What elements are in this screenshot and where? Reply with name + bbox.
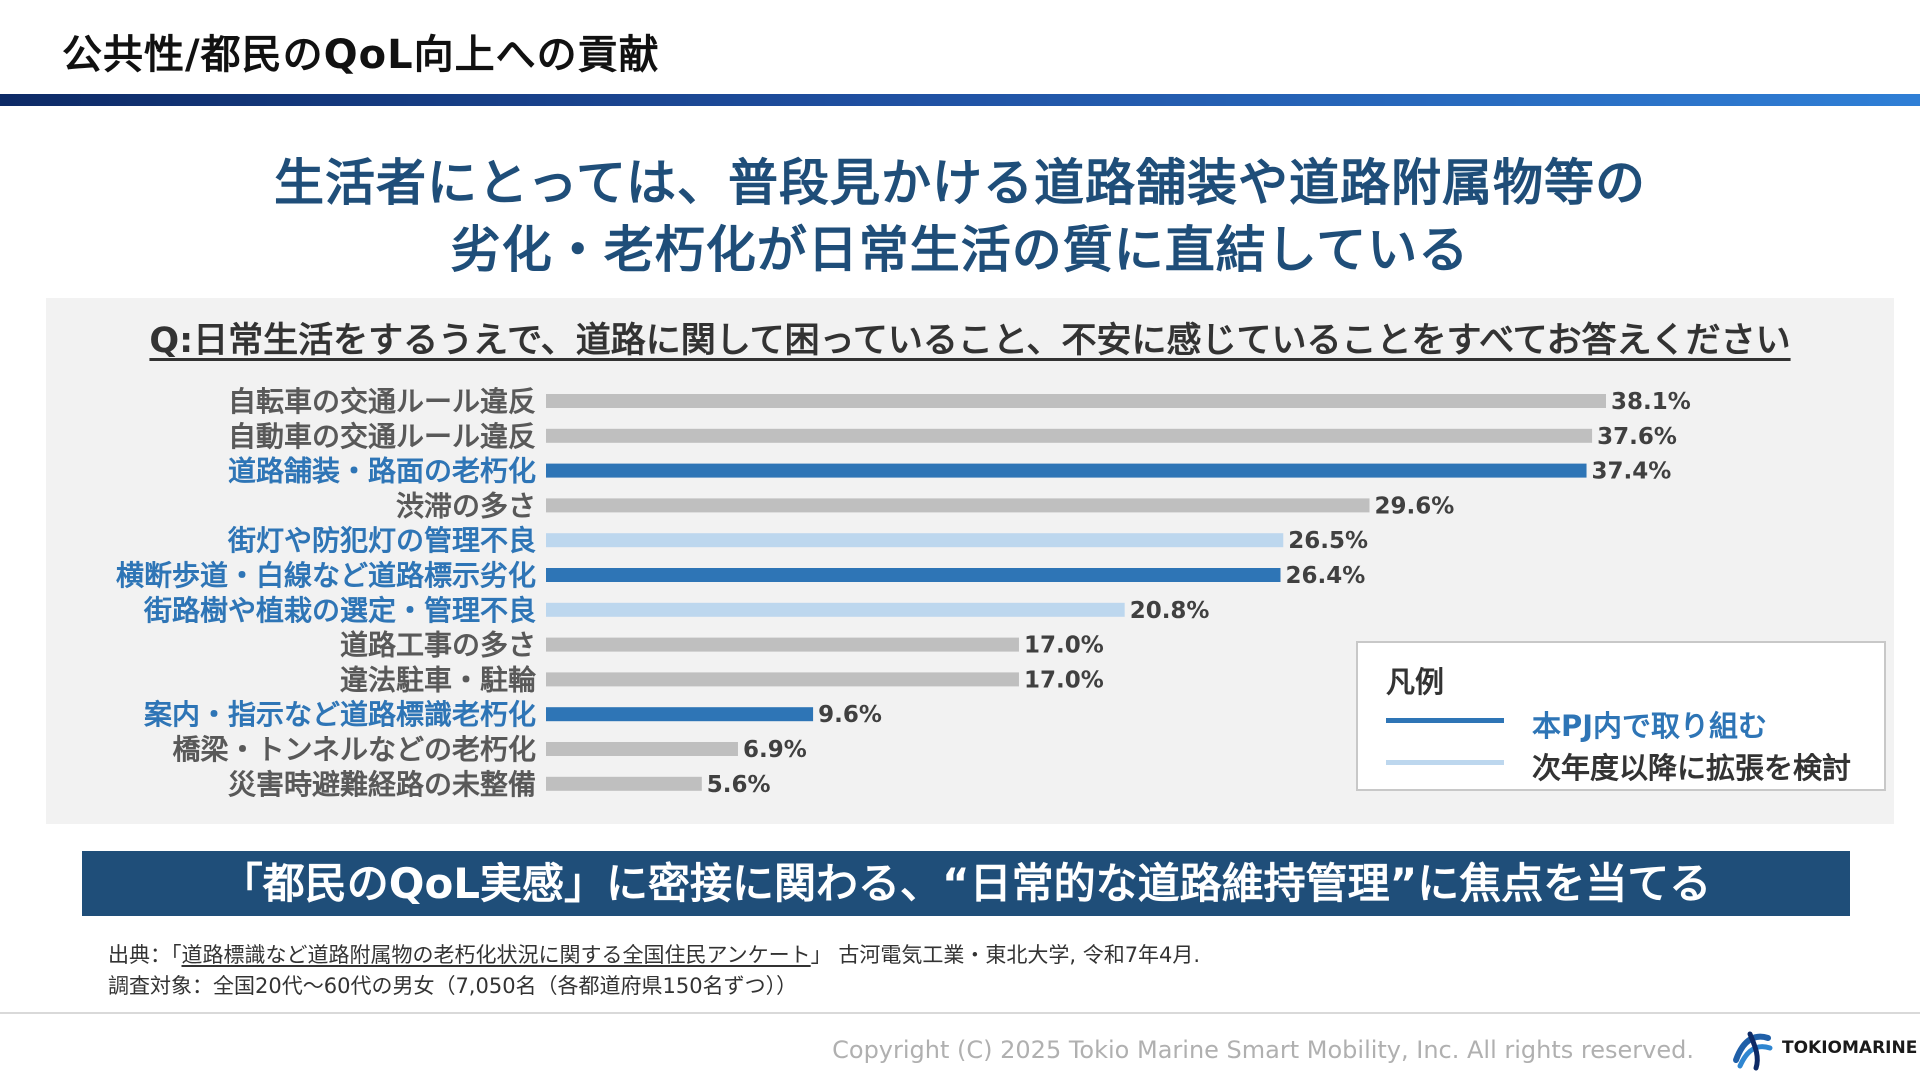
category-label: 渋滞の多さ	[396, 489, 536, 522]
value-label: 29.6%	[1375, 493, 1455, 519]
bar	[546, 568, 1281, 582]
source-title: 道路標識など道路附属物の老朽化状況に関する全国住民アンケート	[181, 943, 811, 967]
legend-swatch-next	[1386, 760, 1504, 765]
legend-swatch-current	[1386, 718, 1504, 723]
legend-label-current: 本PJ内で取り組む	[1532, 709, 1768, 743]
value-label: 5.6%	[707, 772, 771, 798]
value-label: 38.1%	[1611, 389, 1691, 415]
bar	[546, 742, 738, 756]
category-label: 街灯や防犯灯の管理不良	[227, 524, 536, 557]
source-prefix: 出典：「	[108, 943, 182, 967]
bar	[546, 428, 1593, 443]
headline-line-1: 生活者にとっては、普段見かける道路舗装や道路附属物等の	[274, 154, 1646, 212]
category-label: 横断歩道・白線など道路標示劣化	[116, 559, 536, 592]
value-label: 26.4%	[1285, 563, 1365, 589]
survey-target: 調査対象：全国20代～60代の男女（7,050名（各都道府県150名ずつ））	[108, 974, 798, 998]
category-label: 違法駐車・駐輪	[340, 663, 537, 696]
title-divider	[0, 94, 1920, 106]
value-label: 37.4%	[1592, 459, 1672, 485]
value-label: 17.0%	[1024, 667, 1104, 693]
value-label: 20.8%	[1130, 598, 1210, 624]
category-label: 自動車の交通ルール違反	[228, 420, 536, 453]
category-label: 案内・指示など道路標識老朽化	[144, 698, 536, 731]
bar	[546, 602, 1125, 617]
bar	[546, 463, 1587, 478]
legend-label-next: 次年度以降に拡張を検討	[1532, 751, 1852, 785]
copyright-text: Copyright (C) 2025 Tokio Marine Smart Mo…	[832, 1036, 1694, 1064]
page-title: 公共性/都民のQoL向上への貢献	[62, 32, 660, 78]
category-label: 道路舗装・路面の老朽化	[228, 455, 536, 488]
source-citation: 出典：「道路標識など道路附属物の老朽化状況に関する全国住民アンケート」 古河電気…	[108, 939, 1200, 969]
category-label: 街路樹や植栽の選定・管理不良	[143, 594, 536, 627]
category-label: 自転車の交通ルール違反	[228, 385, 536, 418]
logo-text: TOKIOMARINE	[1782, 1038, 1918, 1058]
company-logo: TOKIOMARINE	[1730, 1026, 1918, 1072]
headline-line-2: 劣化・老朽化が日常生活の質に直結している	[450, 221, 1470, 279]
bar	[546, 707, 814, 722]
conclusion-banner: 「都民のQoL実感」に密接に関わる、“日常的な道路維持管理”に焦点を当てる	[82, 851, 1850, 916]
legend-item-next: 次年度以降に拡張を検討	[1386, 745, 1866, 785]
bar	[546, 637, 1019, 652]
tokio-marine-logo-icon	[1733, 1031, 1773, 1071]
chart-panel: Q:日常生活をするうえで、道路に関して困っていること、不安に感じていることをすべ…	[46, 298, 1894, 824]
chart-title: Q:日常生活をするうえで、道路に関して困っていること、不安に感じていることをすべ…	[149, 321, 1791, 361]
bar	[546, 394, 1606, 408]
bar	[546, 498, 1370, 513]
chart-legend: 凡例 本PJ内で取り組む 次年度以降に拡張を検討	[1356, 641, 1886, 791]
legend-title: 凡例	[1386, 665, 1445, 699]
value-label: 6.9%	[743, 737, 807, 763]
value-label: 17.0%	[1024, 633, 1104, 659]
source-suffix: 」 古河電気工業・東北大学, 令和7年4月.	[810, 943, 1201, 967]
category-label: 災害時避難経路の未整備	[228, 768, 536, 801]
bar	[546, 776, 702, 791]
bar	[546, 533, 1284, 548]
category-label: 橋梁・トンネルなどの老朽化	[173, 733, 536, 766]
value-label: 37.6%	[1597, 424, 1677, 450]
legend-item-current: 本PJ内で取り組む	[1386, 703, 1866, 743]
value-label: 26.5%	[1288, 528, 1368, 554]
bar	[546, 672, 1019, 687]
value-label: 9.6%	[818, 702, 882, 728]
category-label: 道路工事の多さ	[340, 629, 536, 662]
footer-divider	[0, 1012, 1920, 1014]
bar-chart: 自転車の交通ルール違反 38.1% 自動車の交通ルール違反 37.6% 道路舗装・路面の…	[116, 385, 1691, 801]
